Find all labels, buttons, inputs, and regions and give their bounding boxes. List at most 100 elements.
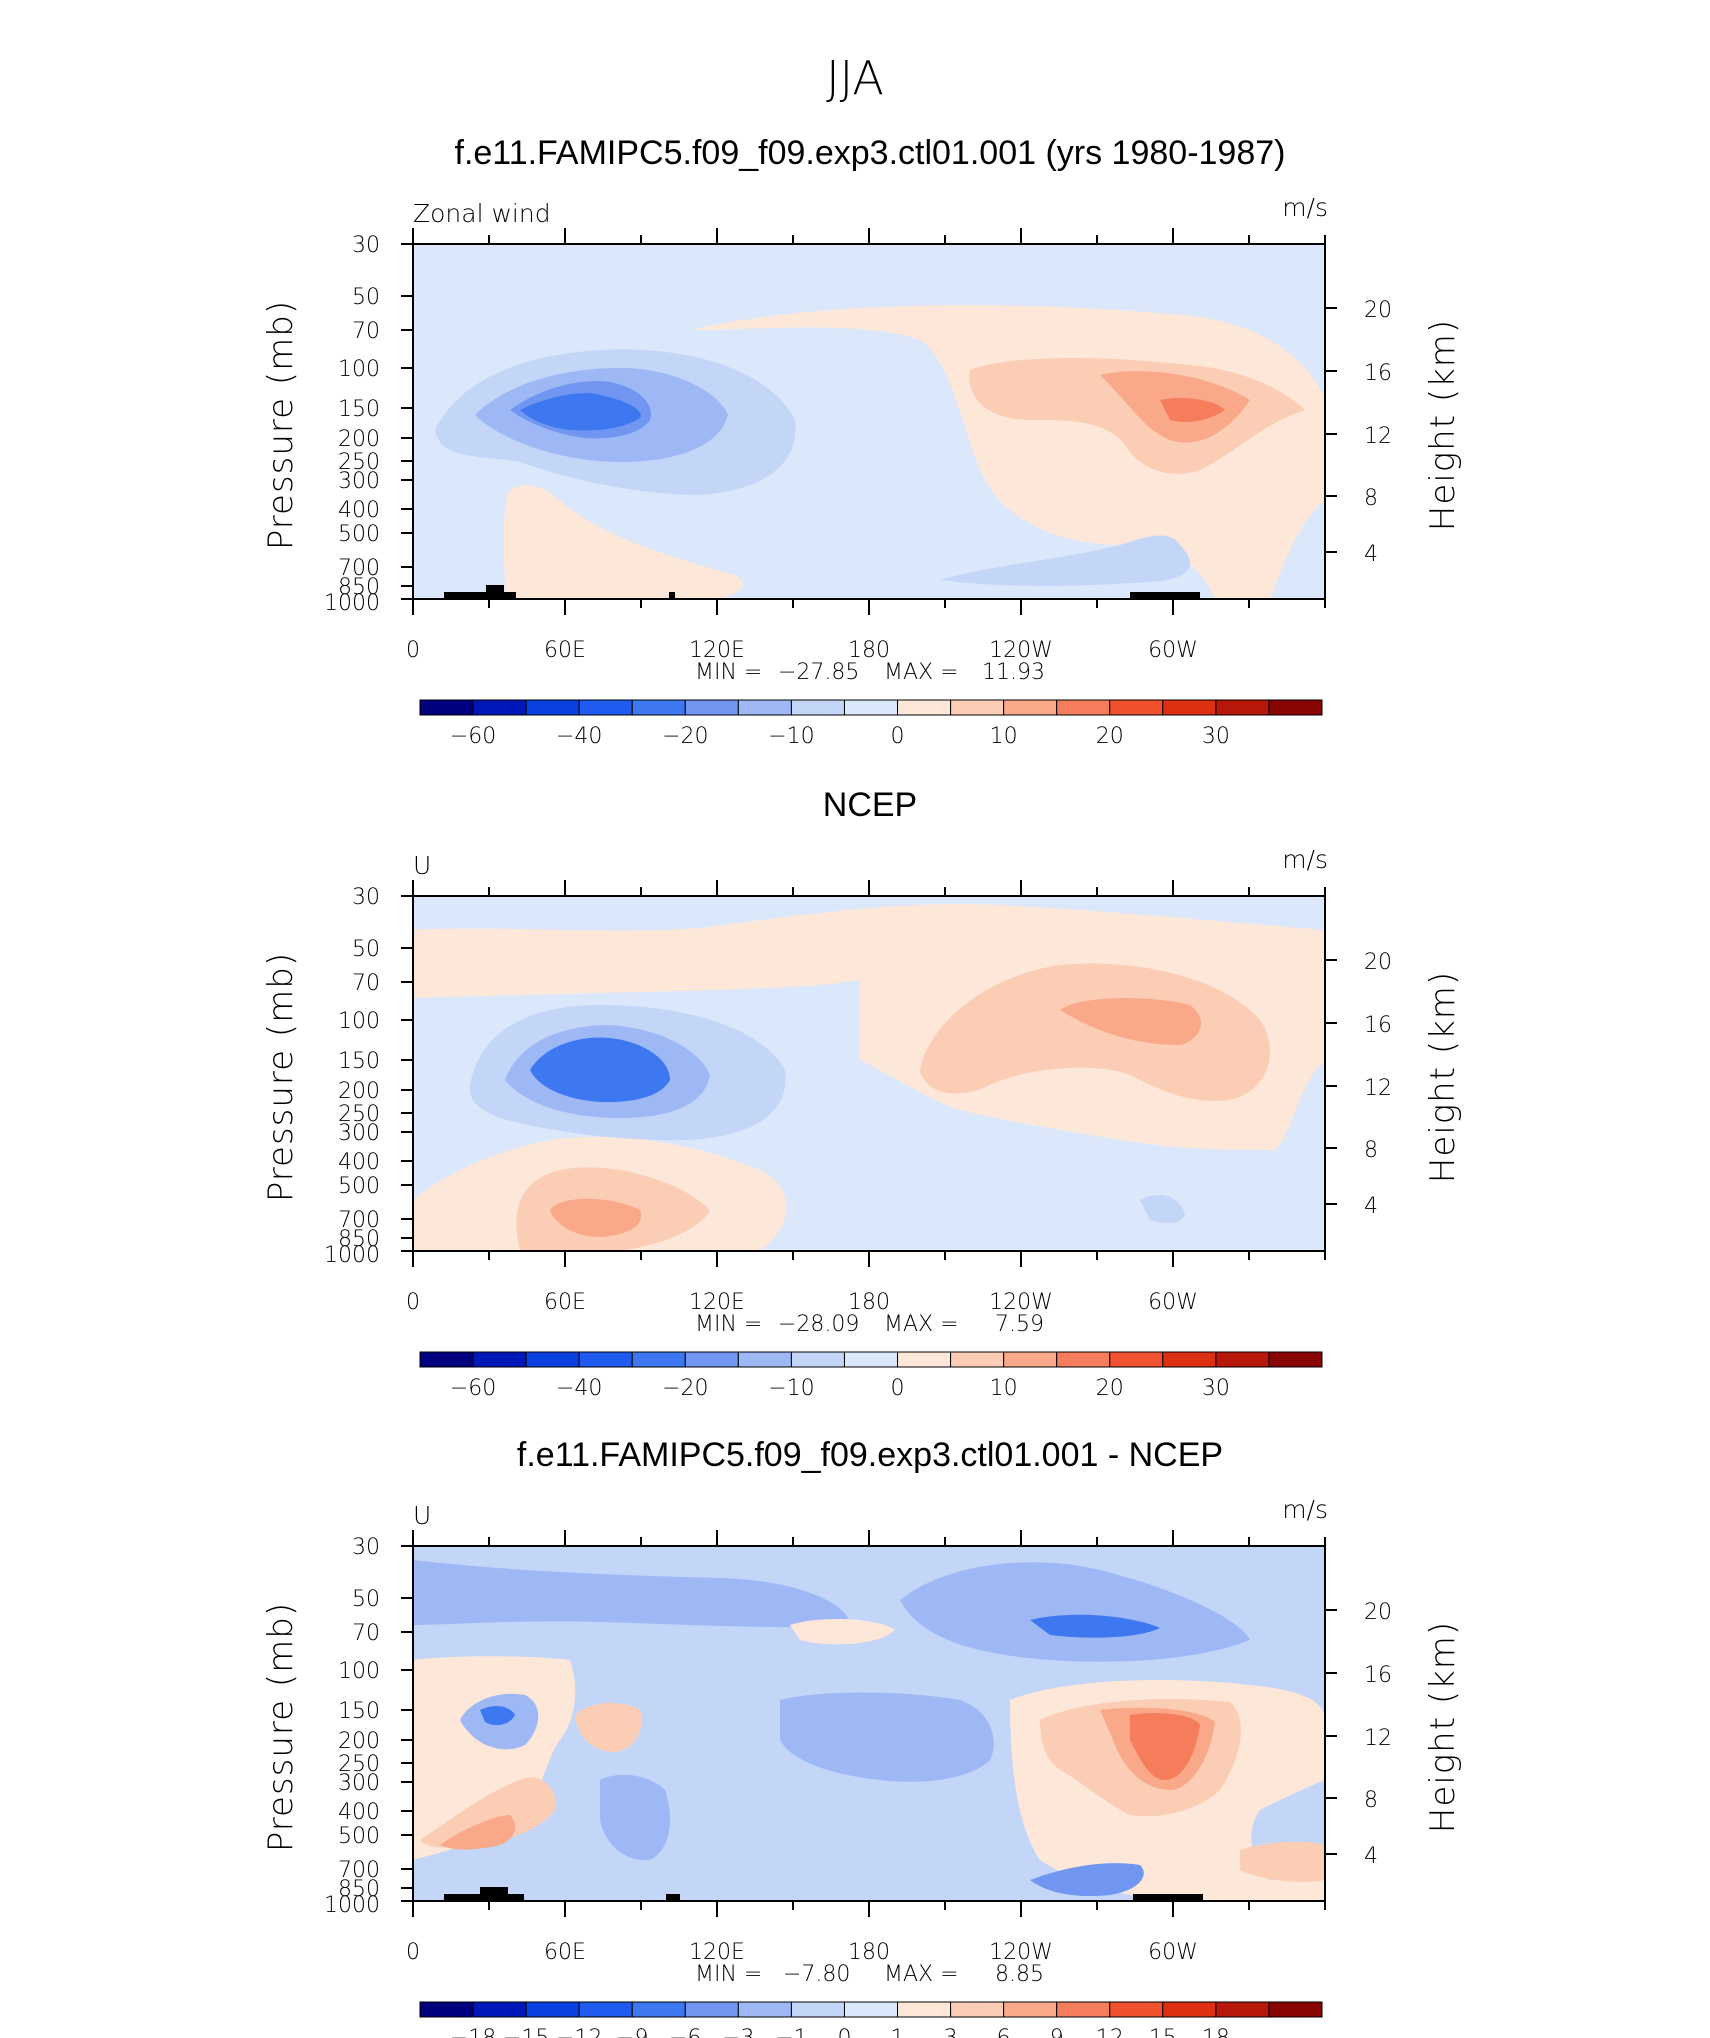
panel-title: f.e11.FAMIPC5.f09_f09.exp3.ctl01.001 (yr…: [455, 134, 1286, 172]
y-tick-right-label: 4: [1364, 1194, 1378, 1219]
land-mask-3: [1133, 1894, 1203, 1901]
contour-neg-centre: [780, 1692, 994, 1782]
x-tick-label: 120W: [989, 1940, 1053, 1965]
colorbar-tick-label: 0: [837, 2026, 851, 2038]
panel-label-left: U: [413, 851, 431, 880]
panel-title: NCEP: [823, 786, 917, 824]
y-tick-label: 850: [338, 1877, 380, 1902]
colorbar-box: [1215, 699, 1270, 716]
colorbar-box: [525, 2001, 580, 2018]
colorbar-tick-label: 15: [1149, 2026, 1177, 2038]
contour-pos-3-core: [1160, 398, 1225, 422]
x-tick-label: 60E: [544, 1290, 586, 1315]
colorbar-tick-label: 20: [1096, 724, 1124, 749]
y-tick-right-label: 12: [1364, 1726, 1392, 1751]
colorbar-box: [737, 699, 792, 716]
y-tick-label: 100: [338, 357, 380, 382]
panel-units: m/s: [1282, 1495, 1328, 1524]
colorbar-tick-label: −18: [450, 2026, 496, 2038]
colorbar-tick-label: 10: [990, 1376, 1018, 1401]
colorbar-box: [897, 1351, 952, 1368]
y-tick-label: 200: [338, 1729, 380, 1754]
colorbar-box: [684, 699, 739, 716]
y-tick-label: 200: [338, 427, 380, 452]
colorbar-tick-label: −15: [503, 2026, 549, 2038]
panel-ncep: NCEP U m/s 0 60E 120E 180 120W 60W 30: [261, 786, 1463, 1337]
x-tick-label: 120W: [989, 638, 1053, 663]
stat-min-value: −7.80: [783, 1962, 850, 1987]
colorbar-tick-label: 30: [1202, 1376, 1230, 1401]
colorbar-tick-label: −20: [662, 724, 708, 749]
y-axis-label-right: Height (km): [1423, 319, 1463, 531]
y-tick-label: 400: [338, 1800, 380, 1825]
contour-neg-3-core: [530, 1037, 670, 1103]
colorbar-box: [950, 1351, 1005, 1368]
colorbar-tick-label: 9: [1050, 2026, 1064, 2038]
stat-max-value: 8.85: [995, 1962, 1044, 1987]
colorbar-tick-label: −40: [556, 1376, 602, 1401]
contour-pos-left-band-2: [420, 1777, 556, 1848]
land-mask-2: [486, 585, 504, 599]
y-tick-right-label: 4: [1364, 1844, 1378, 1869]
y-tick-label: 250: [338, 1102, 380, 1127]
land-mask-3: [1130, 592, 1200, 599]
y-tick-label: 100: [338, 1659, 380, 1684]
x-tick-label: 60E: [544, 1940, 586, 1965]
colorbar-box: [1056, 1351, 1111, 1368]
colorbar-box: [843, 2001, 899, 2018]
colorbar-tick-label: 3: [944, 2026, 958, 2038]
x-tick-label: 120E: [689, 1940, 745, 1965]
panel-label-left: Zonal wind: [413, 199, 551, 228]
y-tick-label: 300: [338, 1771, 380, 1796]
y-tick-label: 30: [352, 1535, 380, 1560]
y-tick-label: 850: [338, 1227, 380, 1252]
y-tick-label: 300: [338, 469, 380, 494]
y-tick-label: 200: [338, 1079, 380, 1104]
land-mask-4: [666, 1894, 680, 1901]
colorbar-tick-label: −10: [768, 1376, 814, 1401]
contour-pos-3-core: [1130, 1713, 1200, 1780]
y-tick-label: 70: [352, 319, 380, 344]
y-tick-label: 70: [352, 971, 380, 996]
y-tick-labels-right: 20 16 12 8 4: [1364, 298, 1392, 567]
x-tick-labels: 0 60E 120E 180 120W 60W: [406, 1940, 1198, 1965]
contour-neg-mid: [600, 1774, 670, 1861]
colorbar-box: [790, 2001, 845, 2018]
y-tick-right-label: 20: [1364, 298, 1392, 323]
y-axis-label: Pressure (mb): [261, 1602, 301, 1852]
colorbar-box: [631, 1351, 686, 1368]
colorbar-tick-label: −6: [669, 2026, 701, 2038]
colorbar-box: [578, 699, 633, 716]
y-tick-label: 1000: [324, 1243, 380, 1268]
colorbar-box: [419, 1351, 474, 1368]
colorbar-box: [737, 1351, 792, 1368]
colorbar-box: [1215, 1351, 1270, 1368]
y-tick-right-label: 16: [1364, 1013, 1392, 1038]
x-tick-label: 60E: [544, 638, 586, 663]
colorbar-box: [843, 699, 899, 716]
y-tick-label: 50: [352, 285, 380, 310]
colorbar-box: [897, 2001, 952, 2018]
contour-neg-upper-band: [413, 1560, 850, 1628]
stat-min-label: MIN =: [695, 660, 762, 685]
y-tick-right-label: 20: [1364, 1600, 1392, 1625]
colorbar-box: [472, 699, 527, 716]
colorbar-tick-label: −10: [768, 724, 814, 749]
y-tick-label: 1000: [324, 591, 380, 616]
x-tick-label: 120E: [689, 1290, 745, 1315]
contour-pos-bottom-right: [1240, 1841, 1325, 1882]
panel-label-left: U: [413, 1501, 431, 1530]
contour-pos-upper-small: [790, 1618, 895, 1645]
colorbar-box: [578, 2001, 633, 2018]
stat-max-value: 11.93: [982, 660, 1045, 685]
colorbar-tick-label: 12: [1096, 2026, 1124, 2038]
colorbars: −60−40−20−100102030−60−40−20−100102030−1…: [419, 699, 1323, 2038]
colorbar-tick-label: 30: [1202, 724, 1230, 749]
land-mask-2: [480, 1887, 508, 1901]
x-tick-label: 0: [406, 1940, 420, 1965]
colorbar-box: [419, 699, 474, 716]
y-tick-right-label: 20: [1364, 950, 1392, 975]
x-tick-label: 180: [848, 638, 890, 663]
colorbar-tick-label: 10: [990, 724, 1018, 749]
x-tick-label: 60W: [1148, 638, 1198, 663]
